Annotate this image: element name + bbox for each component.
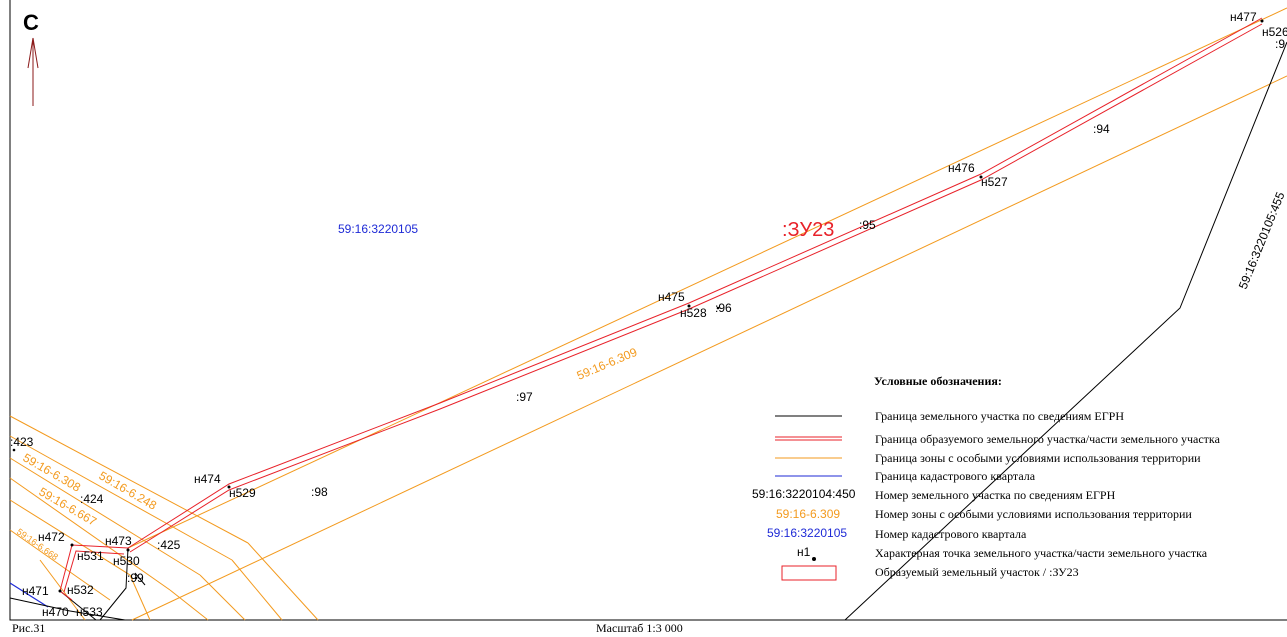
point-label: н471 — [22, 584, 49, 598]
point-label: :9 — [1275, 37, 1285, 51]
parcel-number: :97 — [516, 390, 533, 404]
point-label: н477 — [1230, 10, 1257, 24]
point-label: н472 — [38, 530, 65, 544]
point-label: н528 — [680, 306, 707, 320]
parcel-label: :ЗУ23 — [782, 219, 834, 241]
legend-sample: 59:16:3220105 — [767, 526, 847, 540]
legend-label: Граница образуемого земельного участка/ч… — [875, 432, 1221, 446]
parcel-number: :95 — [859, 218, 876, 232]
characteristic-points — [12, 19, 1264, 593]
north-arrow: С — [23, 10, 39, 106]
point-label: н475 — [658, 290, 685, 304]
map-frame — [9, 0, 1287, 621]
adjacent-parcel-label: 59:16:3220105:455 — [1236, 190, 1287, 291]
parcel-number: :96 — [715, 301, 732, 315]
point-labels: н477 н526 :9 н476 н527 н475 н528 н474 н5… — [22, 10, 1287, 619]
point-label: н526 — [1262, 25, 1287, 39]
legend-label: Граница кадастрового квартала — [875, 469, 1036, 483]
point-label: н527 — [981, 175, 1008, 189]
legend-label: Характерная точка земельного участка/час… — [875, 546, 1208, 560]
parcel-number: :98 — [311, 485, 328, 499]
scale-label: Масштаб 1:3 000 — [596, 621, 683, 635]
point-label: н470 — [42, 605, 69, 619]
legend-sample: н1 — [797, 545, 811, 559]
point-label: н533 — [76, 605, 103, 619]
north-label: С — [23, 10, 39, 35]
point-label: н473 — [105, 534, 132, 548]
quarter-label: 59:16:3220105 — [338, 222, 418, 236]
parcel-number: :424 — [80, 492, 104, 506]
legend-title: Условные обозначения: — [874, 374, 1002, 388]
zone-label-308: 59:16-6.308 — [21, 450, 84, 494]
point-label: н529 — [229, 486, 256, 500]
point-label: н474 — [194, 472, 221, 486]
parcel-number: :423 — [10, 435, 34, 449]
point-label: н531 — [77, 549, 104, 563]
legend-label: Номер зоны с особыми условиями использов… — [875, 507, 1192, 521]
legend-label: Номер кадастрового квартала — [875, 527, 1027, 541]
egrn-boundaries — [9, 41, 1287, 621]
zone-boundaries — [9, 7, 1287, 621]
legend-label: Граница зоны с особыми условиями использ… — [875, 451, 1201, 465]
figure-number: Рис.31 — [12, 621, 46, 635]
parcel-number: :425 — [157, 538, 181, 552]
new-parcel-boundary — [59, 17, 1263, 601]
parcel-number: :94 — [1093, 122, 1110, 136]
legend-sample: 59:16-6.309 — [776, 507, 840, 521]
legend-label: Номер земельного участка по сведениям ЕГ… — [875, 488, 1116, 502]
quarter-boundary — [9, 582, 49, 608]
parcel-number: :99 — [127, 571, 144, 585]
legend-sample: 59:16:3220104:450 — [752, 487, 856, 501]
zone-label-main: 59:16-6.309 — [575, 345, 640, 383]
parcel-numbers: :94 :95 :96 :97 :98 :99 :423 :424 :425 — [10, 122, 1110, 585]
legend: Условные обозначения: 59:16:3220104:450 … — [752, 374, 1221, 581]
legend-label: Образуемый земельный участок / :ЗУ23 — [875, 565, 1079, 579]
point-label: н476 — [948, 161, 975, 175]
point-label: н532 — [67, 583, 94, 597]
legend-label: Граница земельного участка по сведениям … — [875, 409, 1124, 423]
point-label: н530 — [113, 554, 140, 568]
